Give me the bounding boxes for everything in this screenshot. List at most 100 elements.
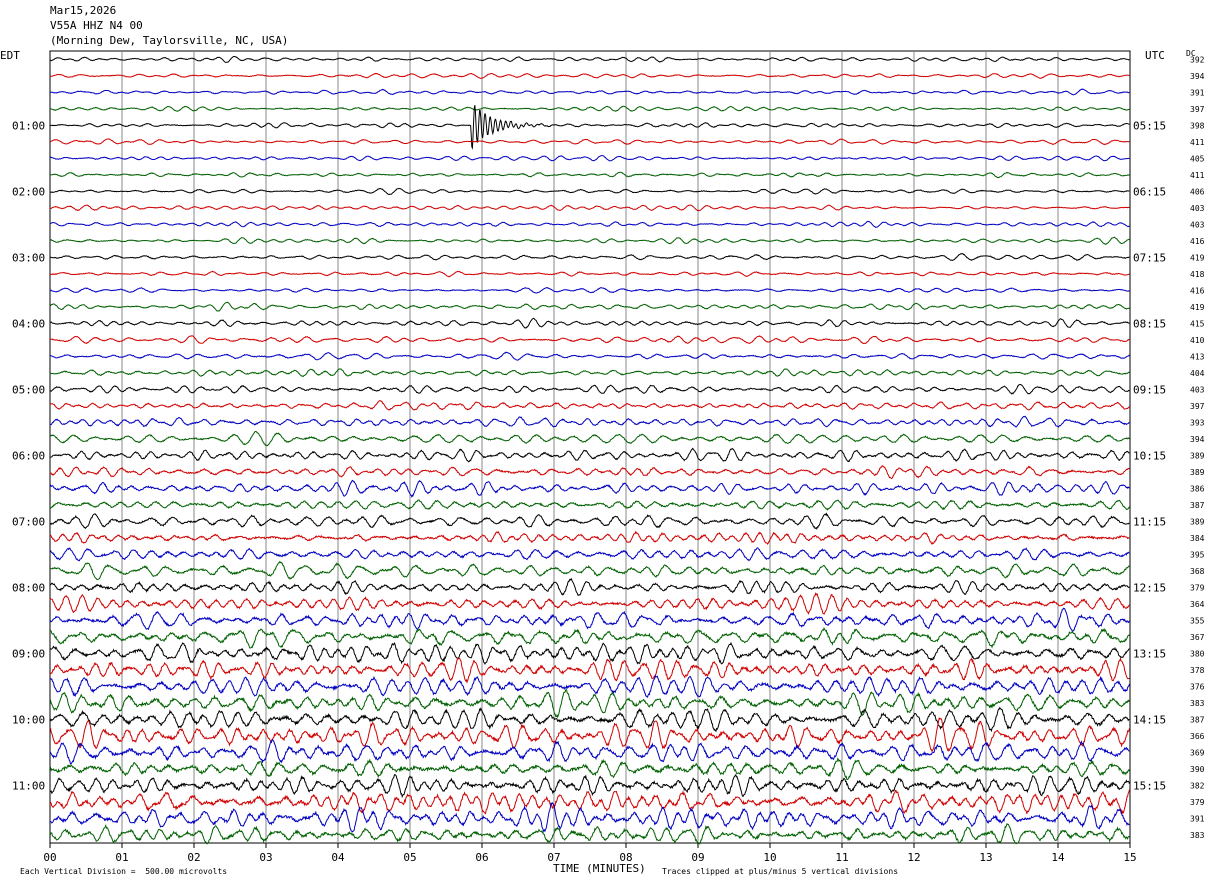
seismic-trace [49, 773, 1130, 799]
right-hour-label: 07:15 [1133, 251, 1166, 264]
dc-offset-label: 416 [1190, 237, 1205, 246]
plot-grid [49, 50, 1131, 844]
x-tick-label: 03 [259, 851, 272, 864]
dc-offset-label: 364 [1190, 600, 1205, 609]
seismic-trace [49, 204, 1130, 212]
dc-offset-label: 369 [1190, 748, 1205, 757]
dc-offset-label: 383 [1190, 831, 1205, 840]
plot-frame [49, 50, 1131, 844]
hour-label-group: 01:00 02:00 03:00 04:00 05:00 06:00 07:00 08:00… [12, 119, 1166, 792]
left-hour-label: 01:00 [12, 119, 45, 132]
right-hour-label: 14:15 [1133, 713, 1166, 726]
right-hour-label: 08:15 [1133, 317, 1166, 330]
dc-offset-label: 378 [1190, 666, 1205, 675]
right-hour-label: 06:15 [1133, 185, 1166, 198]
dc-offset-label: 398 [1190, 121, 1205, 130]
dc-offset-label: 355 [1190, 616, 1205, 625]
dc-offset-label: 382 [1190, 781, 1205, 790]
trace-group [49, 56, 1130, 846]
seismic-trace [49, 105, 1130, 150]
dc-offset-label: 376 [1190, 682, 1205, 691]
left-hour-label: 11:00 [12, 779, 45, 792]
seismic-trace [49, 236, 1130, 245]
seismic-trace [49, 560, 1130, 581]
dc-offset-label: 390 [1190, 765, 1205, 774]
dc-offset-label: 405 [1190, 154, 1205, 163]
right-hour-label: 15:15 [1133, 779, 1166, 792]
dc-offset-label: 397 [1190, 402, 1205, 411]
dc-label-group: 392 394 391 397 398 411 405 411 406 403 403 416 419 4… [1190, 55, 1205, 840]
seismic-trace [49, 351, 1130, 361]
dc-offset-label: 387 [1190, 715, 1205, 724]
x-tick-label: 09 [691, 851, 704, 864]
seismic-trace [49, 72, 1130, 79]
seismic-trace [50, 317, 1130, 329]
dc-offset-label: 411 [1190, 171, 1205, 180]
left-hour-label: 02:00 [12, 185, 45, 198]
dc-offset-label: 379 [1190, 798, 1205, 807]
dc-offset-label: 416 [1190, 286, 1205, 295]
dc-offset-label: 394 [1190, 72, 1205, 81]
seismic-trace [49, 287, 1130, 294]
x-tick-label: 14 [1051, 851, 1065, 864]
seismic-trace [49, 626, 1130, 649]
dc-offset-label: 380 [1190, 649, 1205, 658]
dc-offset-label: 391 [1190, 88, 1205, 97]
seismic-trace [50, 547, 1130, 562]
dc-offset-label: 391 [1190, 814, 1205, 823]
dc-offset-label: 403 [1190, 220, 1205, 229]
seismic-trace [49, 674, 1130, 698]
seismic-trace [49, 368, 1130, 378]
x-tick-label: 11 [835, 851, 848, 864]
seismic-trace [49, 530, 1130, 545]
header-date: Mar15,2026 [50, 4, 117, 17]
right-timezone-label: UTC [1145, 49, 1165, 62]
seismic-trace [50, 56, 1130, 63]
dc-offset-label: 406 [1190, 187, 1205, 196]
right-hour-label: 11:15 [1133, 515, 1166, 528]
x-tick-label: 00 [43, 851, 56, 864]
dc-offset-label: 386 [1190, 484, 1205, 493]
x-tick-label: 04 [331, 851, 345, 864]
seismic-trace [49, 512, 1130, 531]
dc-offset-label: 419 [1190, 303, 1205, 312]
seismic-trace [49, 592, 1130, 615]
seismic-trace [49, 757, 1130, 781]
dc-offset-label: 367 [1190, 633, 1205, 642]
header-location: (Morning Dew, Taylorsville, NC, USA) [50, 34, 289, 47]
seismic-trace [49, 415, 1130, 428]
x-tick-label: 12 [907, 851, 920, 864]
left-hour-label: 10:00 [12, 713, 45, 726]
left-hour-label: 09:00 [12, 647, 45, 660]
seismic-trace [49, 88, 1130, 96]
dc-offset-label: 389 [1190, 468, 1205, 477]
dc-offset-label: 395 [1190, 550, 1205, 559]
seismic-trace [49, 447, 1130, 463]
right-hour-label: 12:15 [1133, 581, 1166, 594]
right-hour-label: 09:15 [1133, 383, 1166, 396]
dc-offset-label: 394 [1190, 435, 1205, 444]
right-hour-label: 13:15 [1133, 647, 1166, 660]
seismic-trace [49, 105, 1130, 112]
dc-offset-label: 403 [1190, 385, 1205, 394]
seismic-trace [49, 335, 1130, 345]
seismic-trace [49, 801, 1130, 834]
dc-offset-label: 418 [1190, 270, 1205, 279]
seismic-trace [49, 607, 1130, 633]
seismic-trace [49, 499, 1130, 511]
x-tick-label: 10 [763, 851, 776, 864]
x-tick-label: 07 [547, 851, 560, 864]
seismic-trace [50, 171, 1130, 179]
seismic-trace [49, 823, 1130, 846]
x-axis-label: TIME (MINUTES) [553, 862, 646, 875]
right-hour-label: 05:15 [1133, 119, 1166, 132]
left-hour-label: 05:00 [12, 383, 45, 396]
seismic-trace [49, 187, 1130, 196]
seismic-trace [49, 641, 1130, 665]
seismic-trace [49, 155, 1130, 162]
dc-offset-label: 413 [1190, 352, 1205, 361]
dc-offset-label: 389 [1190, 451, 1205, 460]
seismic-trace [49, 464, 1130, 480]
x-tick-label: 06 [475, 851, 488, 864]
x-tick-label: 13 [979, 851, 992, 864]
